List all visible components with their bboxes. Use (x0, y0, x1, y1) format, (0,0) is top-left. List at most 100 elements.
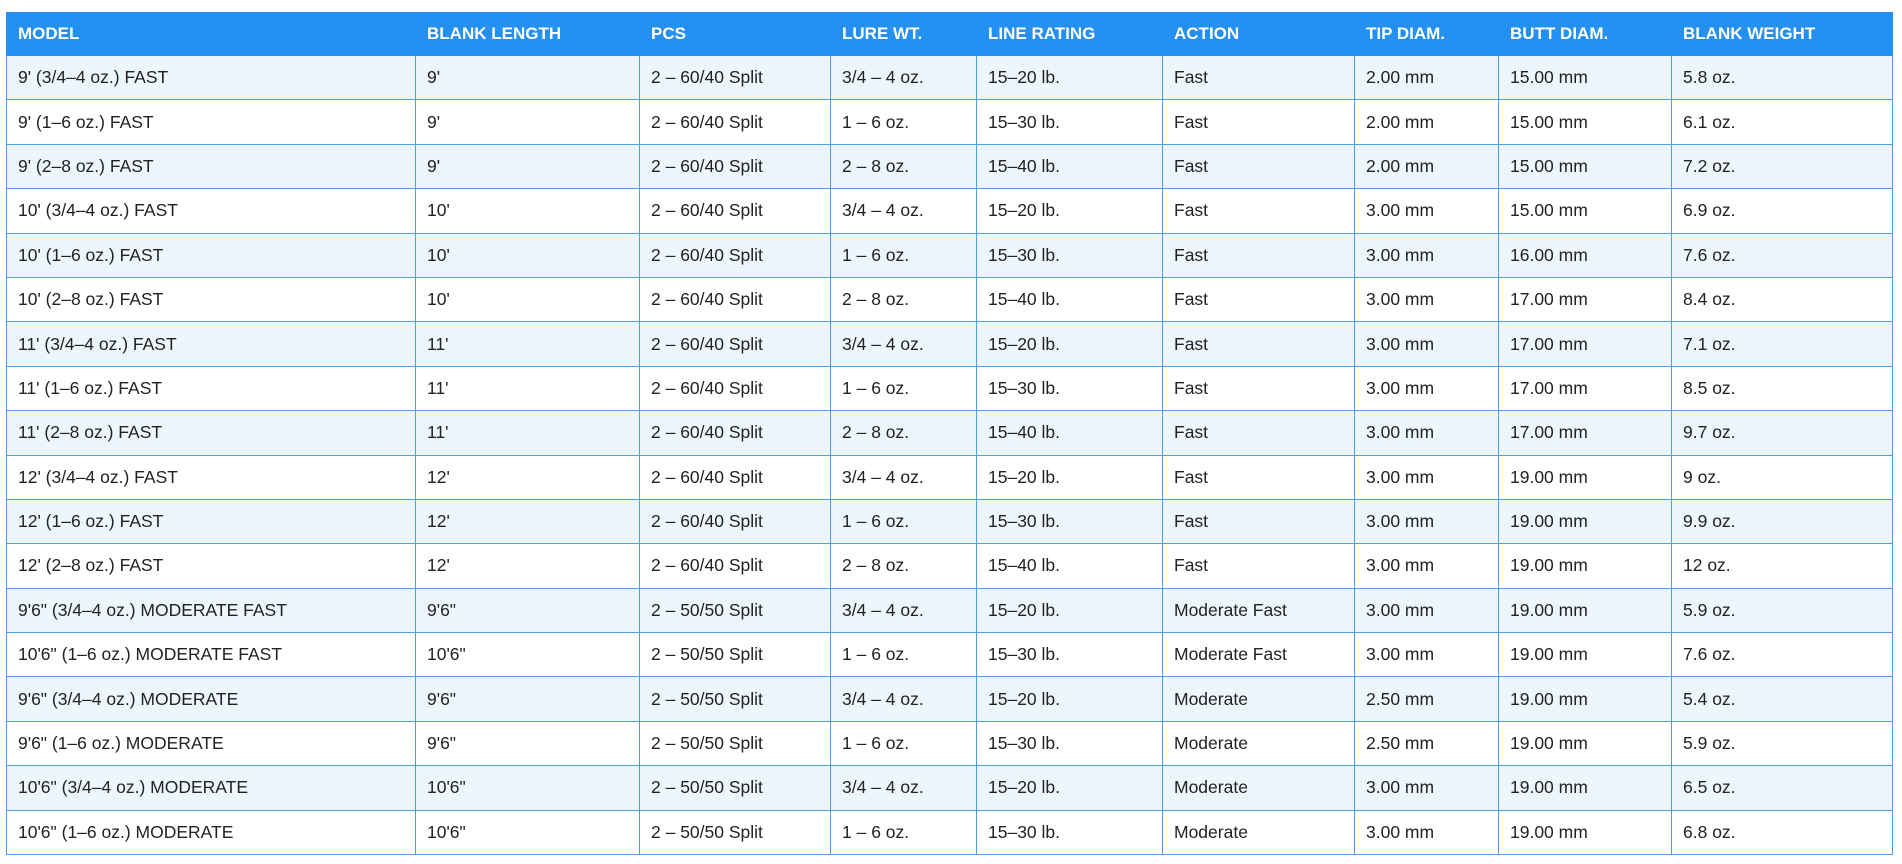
table-cell: 11' (415, 321, 640, 367)
table-cell: 2.00 mm (1354, 99, 1499, 145)
table-row: 9' (2–8 oz.) FAST 9' 2 – 60/40 Split 2 – 8 … (6, 143, 1893, 190)
header-cell: LURE WT. (830, 12, 977, 56)
table-cell: 17.00 mm (1498, 321, 1672, 367)
table-cell: 15.00 mm (1498, 188, 1672, 234)
table-cell: 15–30 lb. (976, 720, 1163, 767)
table-cell: 8.4 oz. (1671, 276, 1893, 323)
table-cell: 9' (415, 54, 640, 101)
table-cell: 5.8 oz. (1671, 54, 1893, 101)
table-row: 10'6" (3/4–4 oz.) MODERATE 10'6" 2 – 50/50… (6, 765, 1893, 811)
table-cell: 10'6" (3/4–4 oz.) MODERATE (6, 765, 416, 811)
table-cell: 3/4 – 4 oz. (830, 54, 977, 101)
table-row: 12' (1–6 oz.) FAST 12' 2 – 60/40 Split 1 – … (6, 498, 1893, 545)
spec-table-container: MODEL BLANK LENGTH PCS LURE WT. LINE RATING A… (6, 12, 1893, 856)
table-cell: 3.00 mm (1354, 587, 1499, 634)
table-row: 9'6" (3/4–4 oz.) MODERATE FAST 9'6" 2 – 50… (6, 587, 1893, 634)
table-header: MODEL BLANK LENGTH PCS LURE WT. LINE RATING A… (6, 12, 1893, 56)
table-cell: 17.00 mm (1498, 365, 1672, 412)
table-cell: 15–20 lb. (976, 454, 1163, 500)
table-cell: 3.00 mm (1354, 188, 1499, 234)
spec-table: MODEL BLANK LENGTH PCS LURE WT. LINE RATING A… (6, 12, 1893, 856)
table-cell: 12' (1–6 oz.) FAST (6, 498, 416, 545)
table-cell: Fast (1162, 454, 1355, 500)
table-cell: 17.00 mm (1498, 410, 1672, 456)
table-cell: 11' (415, 365, 640, 412)
table-row: 9'6" (1–6 oz.) MODERATE 9'6" 2 – 50/50 Spl… (6, 720, 1893, 767)
table-cell: Moderate (1162, 720, 1355, 767)
table-cell: 2 – 8 oz. (830, 410, 977, 456)
table-cell: 15–30 lb. (976, 365, 1163, 412)
table-cell: Moderate (1162, 765, 1355, 811)
table-cell: 9.9 oz. (1671, 498, 1893, 545)
table-cell: 10'6" (1–6 oz.) MODERATE (6, 809, 416, 856)
table-cell: 19.00 mm (1498, 676, 1672, 722)
table-cell: 19.00 mm (1498, 632, 1672, 678)
table-cell: 2 – 60/40 Split (639, 498, 831, 545)
table-cell: 2 – 60/40 Split (639, 276, 831, 323)
table-cell: 1 – 6 oz. (830, 365, 977, 412)
table-cell: 5.4 oz. (1671, 676, 1893, 722)
table-cell: 5.9 oz. (1671, 720, 1893, 767)
table-cell: 2 – 50/50 Split (639, 632, 831, 678)
table-cell: 2 – 60/40 Split (639, 365, 831, 412)
table-cell: 15–20 lb. (976, 54, 1163, 101)
table-cell: 12' (3/4–4 oz.) FAST (6, 454, 416, 500)
table-cell: 15–30 lb. (976, 232, 1163, 278)
table-cell: 9' (2–8 oz.) FAST (6, 143, 416, 190)
header-row: MODEL BLANK LENGTH PCS LURE WT. LINE RATING A… (6, 12, 1893, 56)
table-cell: 9' (1–6 oz.) FAST (6, 99, 416, 145)
table-cell: 3/4 – 4 oz. (830, 676, 977, 722)
table-cell: 15–20 lb. (976, 188, 1163, 234)
table-cell: 2 – 60/40 Split (639, 143, 831, 190)
table-cell: 12' (415, 454, 640, 500)
table-cell: 2 – 8 oz. (830, 543, 977, 589)
table-cell: Fast (1162, 232, 1355, 278)
table-cell: 2 – 8 oz. (830, 143, 977, 190)
table-cell: 6.9 oz. (1671, 188, 1893, 234)
table-cell: 1 – 6 oz. (830, 720, 977, 767)
table-cell: 11' (415, 410, 640, 456)
table-cell: 8.5 oz. (1671, 365, 1893, 412)
header-cell: TIP DIAM. (1354, 12, 1499, 56)
table-row: 11' (3/4–4 oz.) FAST 11' 2 – 60/40 Split 3/… (6, 321, 1893, 367)
table-cell: 12' (415, 543, 640, 589)
table-cell: 9'6" (3/4–4 oz.) MODERATE (6, 676, 416, 722)
table-cell: 19.00 mm (1498, 498, 1672, 545)
table-cell: 3/4 – 4 oz. (830, 454, 977, 500)
table-cell: 2 – 60/40 Split (639, 543, 831, 589)
header-cell: BUTT DIAM. (1498, 12, 1672, 56)
table-cell: 6.1 oz. (1671, 99, 1893, 145)
table-cell: 2.50 mm (1354, 720, 1499, 767)
table-row: 11' (1–6 oz.) FAST 11' 2 – 60/40 Split 1 – … (6, 365, 1893, 412)
table-cell: 19.00 mm (1498, 543, 1672, 589)
table-cell: 9'6" (1–6 oz.) MODERATE (6, 720, 416, 767)
table-cell: Fast (1162, 276, 1355, 323)
table-cell: 2 – 60/40 Split (639, 232, 831, 278)
table-cell: 16.00 mm (1498, 232, 1672, 278)
table-cell: 3.00 mm (1354, 765, 1499, 811)
table-cell: 1 – 6 oz. (830, 632, 977, 678)
table-cell: 3.00 mm (1354, 365, 1499, 412)
table-cell: 15–40 lb. (976, 543, 1163, 589)
table-cell: 6.8 oz. (1671, 809, 1893, 856)
table-cell: 11' (1–6 oz.) FAST (6, 365, 416, 412)
table-cell: 15–20 lb. (976, 676, 1163, 722)
table-cell: 7.6 oz. (1671, 632, 1893, 678)
table-cell: 19.00 mm (1498, 587, 1672, 634)
header-cell: ACTION (1162, 12, 1355, 56)
table-cell: 9.7 oz. (1671, 410, 1893, 456)
table-row: 10' (1–6 oz.) FAST 10' 2 – 60/40 Split 1 – … (6, 232, 1893, 278)
table-cell: 15.00 mm (1498, 99, 1672, 145)
table-cell: 15–20 lb. (976, 587, 1163, 634)
table-cell: Moderate Fast (1162, 587, 1355, 634)
table-cell: 9' (415, 99, 640, 145)
table-cell: 1 – 6 oz. (830, 498, 977, 545)
table-cell: 3.00 mm (1354, 809, 1499, 856)
table-cell: 2 – 60/40 Split (639, 454, 831, 500)
table-cell: Fast (1162, 54, 1355, 101)
table-cell: 15–40 lb. (976, 276, 1163, 323)
table-cell: 15–20 lb. (976, 765, 1163, 811)
table-cell: 2 – 60/40 Split (639, 99, 831, 145)
table-row: 12' (3/4–4 oz.) FAST 12' 2 – 60/40 Split 3/… (6, 454, 1893, 500)
